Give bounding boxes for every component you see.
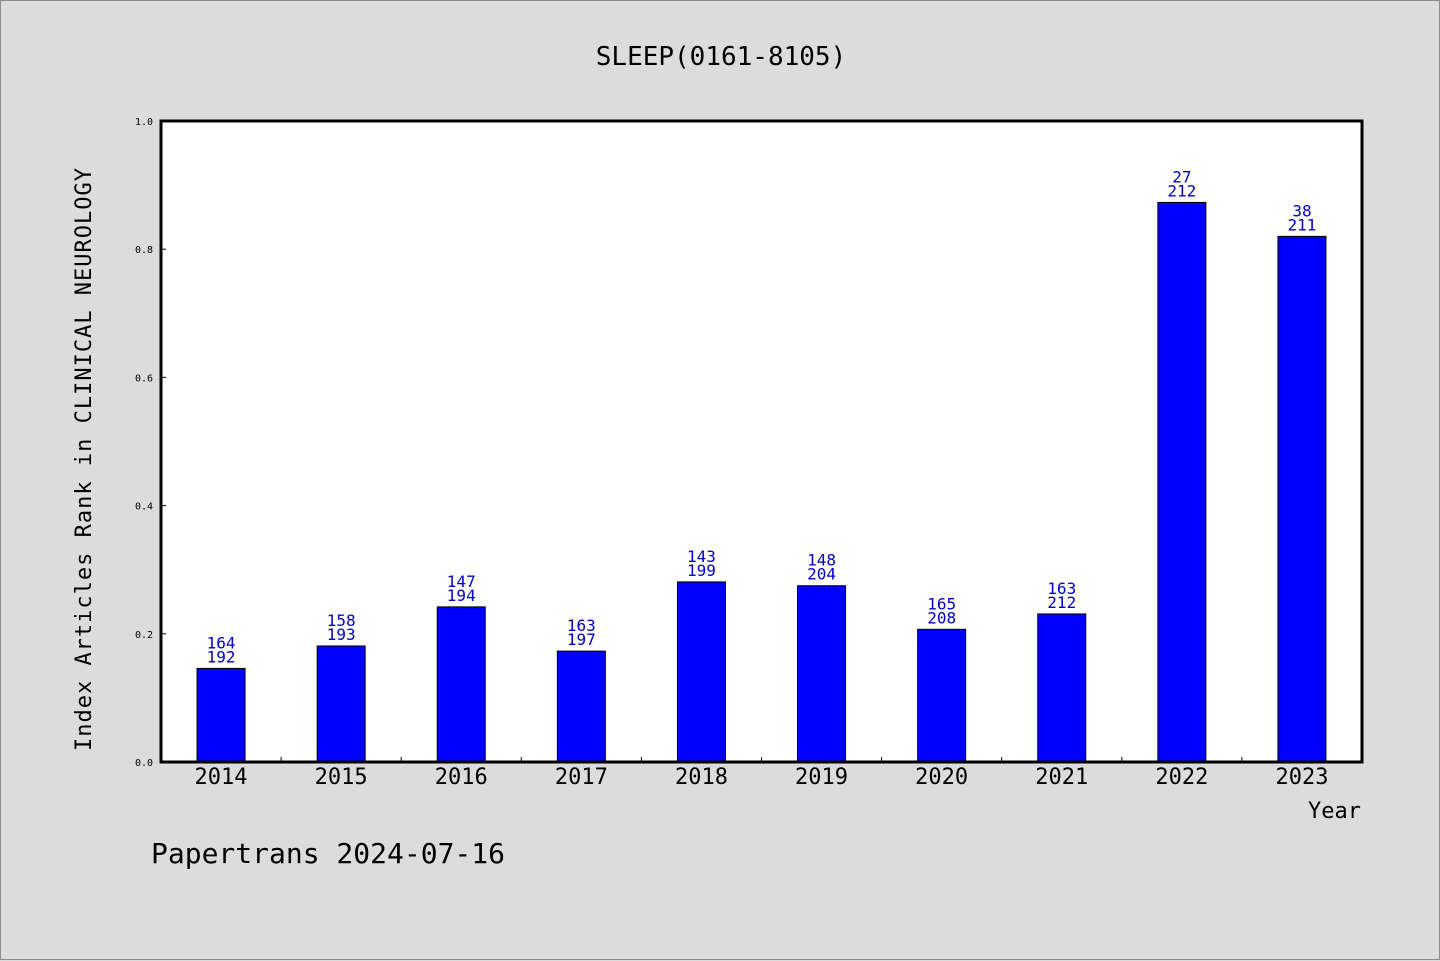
x-axis-label: Year (1308, 799, 1361, 824)
bar-2016 (436, 606, 486, 763)
x-tick-label-2023: 2023 (1275, 765, 1328, 790)
bar-2020 (917, 628, 967, 763)
bar-2017 (556, 650, 606, 763)
bars-group: 1641921581931471941631971431991482041652… (196, 167, 1327, 763)
x-tick-label-2017: 2017 (555, 765, 608, 790)
x-tick-label-2016: 2016 (435, 765, 488, 790)
data-label-total-2022: 212 (1167, 181, 1196, 200)
data-label-total-2019: 204 (807, 565, 836, 584)
y-tick-label-0.6: 0.6 (135, 373, 153, 384)
data-label-total-2015: 193 (327, 625, 356, 644)
x-tick-label-2014: 2014 (195, 765, 248, 790)
y-axis-label: Index Articles Rank in CLINICAL NEUROLOG… (72, 167, 97, 751)
x-tick-label-2015: 2015 (315, 765, 368, 790)
data-label-rank-2017: 163 (567, 616, 596, 635)
data-label-total-2016: 194 (447, 586, 476, 605)
x-tick-label-2022: 2022 (1155, 765, 1208, 790)
data-label-rank-2020: 165 (927, 594, 956, 613)
bar-2014 (196, 667, 246, 763)
y-tick-label-1.0: 1.0 (135, 117, 153, 128)
data-label-total-2017: 197 (567, 630, 596, 649)
x-tick-label-2021: 2021 (1035, 765, 1088, 790)
bar-2018 (676, 581, 726, 763)
x-tick-label-2019: 2019 (795, 765, 848, 790)
x-tick-label-2020: 2020 (915, 765, 968, 790)
data-label-rank-2016: 147 (447, 572, 476, 591)
data-label-total-2020: 208 (927, 608, 956, 627)
bar-2021 (1037, 613, 1087, 763)
data-label-total-2021: 212 (1047, 593, 1076, 612)
chart-title: SLEEP(0161-8105) (596, 42, 846, 72)
bar-2015 (316, 645, 366, 763)
bar-2023 (1277, 235, 1327, 763)
data-label-rank-2022: 27 (1172, 167, 1191, 186)
y-tick-label-0.0: 0.0 (135, 758, 153, 769)
ticks-group: 2014 2015 2016 2017 2018 2019 2020 2021 2022 2023… (135, 117, 1329, 790)
data-label-rank-2023: 38 (1292, 201, 1311, 220)
plot-border (159, 119, 1364, 764)
data-label-total-2018: 199 (687, 561, 716, 580)
data-label-rank-2015: 158 (327, 611, 356, 630)
footer-credit: Papertrans 2024-07-16 (151, 837, 505, 870)
data-label-rank-2014: 164 (207, 633, 236, 652)
y-tick-label-0.2: 0.2 (135, 630, 153, 641)
data-label-total-2023: 211 (1287, 215, 1316, 234)
y-tick-label-0.4: 0.4 (135, 502, 153, 513)
y-tick-label-0.8: 0.8 (135, 245, 153, 256)
bar-2022 (1157, 201, 1207, 763)
bar-2019 (797, 585, 847, 763)
data-label-rank-2019: 148 (807, 551, 836, 570)
data-label-rank-2021: 163 (1047, 579, 1076, 598)
data-label-rank-2018: 143 (687, 547, 716, 566)
x-tick-label-2018: 2018 (675, 765, 728, 790)
data-label-total-2014: 192 (207, 647, 236, 666)
